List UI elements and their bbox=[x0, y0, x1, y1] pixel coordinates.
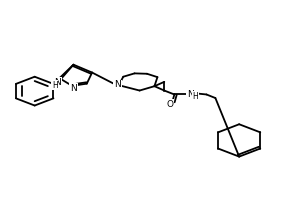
Text: H: H bbox=[192, 92, 198, 101]
Text: H: H bbox=[52, 81, 58, 90]
Text: O: O bbox=[167, 100, 173, 109]
Text: N: N bbox=[55, 78, 61, 87]
Text: N: N bbox=[70, 84, 77, 93]
Text: N: N bbox=[113, 81, 120, 90]
Text: N: N bbox=[114, 80, 121, 89]
Text: N: N bbox=[187, 90, 194, 99]
